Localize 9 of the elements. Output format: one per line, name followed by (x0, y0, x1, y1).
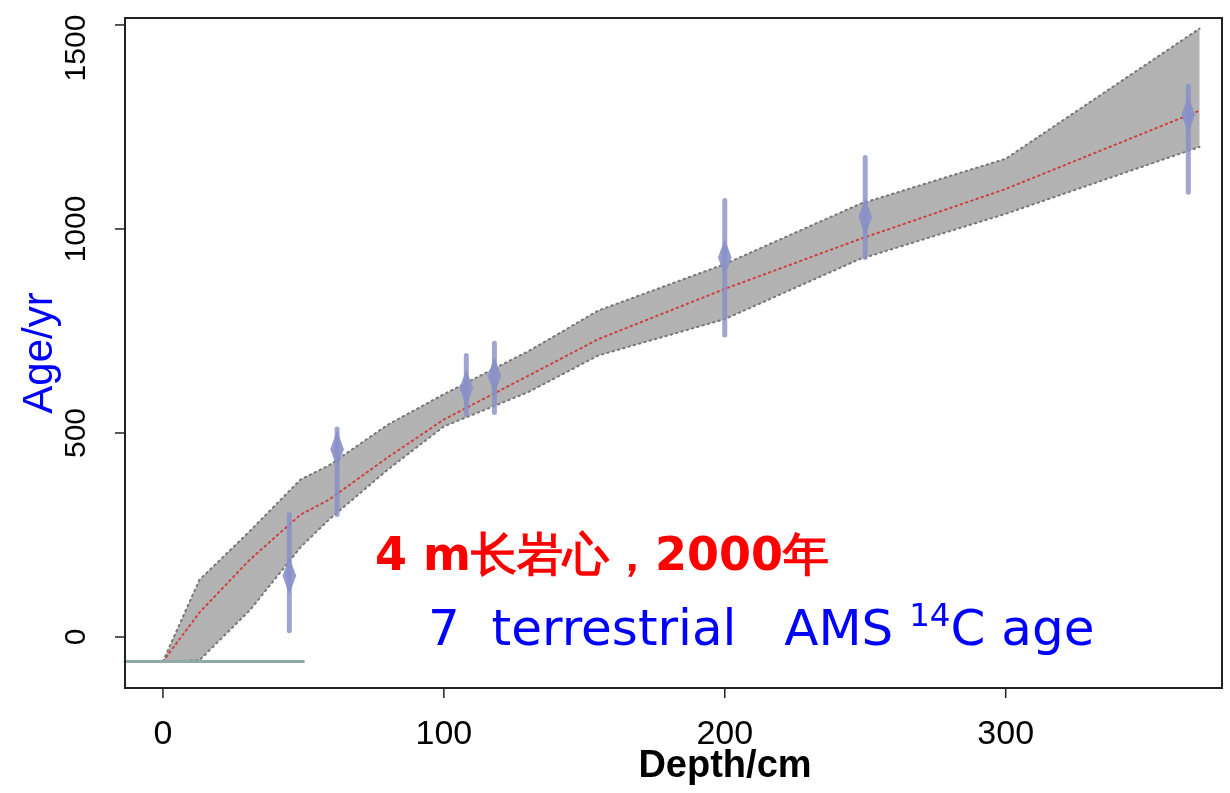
y-tick-label: 0 (57, 628, 91, 646)
x-tick-label: 300 (977, 713, 1035, 751)
x-tick-label: 100 (415, 713, 473, 751)
annotation: 7 terrestrial AMS $^{14}$C age (428, 596, 1095, 657)
x-axis-title: Depth/cm (638, 743, 812, 785)
x-tick-label: 0 (153, 713, 173, 751)
y-tick-label: 1500 (57, 14, 91, 82)
y-tick-label: 1000 (57, 195, 91, 263)
annotation: 4 m长岩心，2000年 (375, 527, 829, 581)
